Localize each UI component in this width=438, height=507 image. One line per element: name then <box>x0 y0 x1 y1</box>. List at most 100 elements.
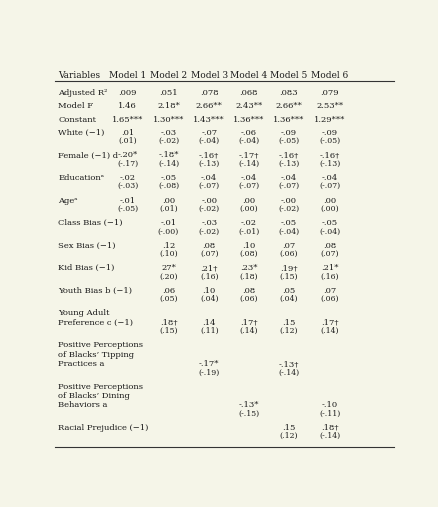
Text: (.14): (.14) <box>321 327 339 335</box>
Text: -.02: -.02 <box>120 174 136 182</box>
Text: -.16†: -.16† <box>320 152 340 159</box>
Text: (-.02): (-.02) <box>199 227 220 235</box>
Text: (-.07): (-.07) <box>238 182 259 190</box>
Text: -.13*: -.13* <box>239 402 259 410</box>
Text: White (−1): White (−1) <box>58 129 105 137</box>
Text: (.18): (.18) <box>240 272 258 280</box>
Text: Young Adult: Young Adult <box>58 309 110 317</box>
Text: Sex Bias (−1): Sex Bias (−1) <box>58 242 116 249</box>
Text: 1.36***: 1.36*** <box>233 116 265 124</box>
Text: (.11): (.11) <box>200 327 219 335</box>
Text: Racial Prejudice (−1): Racial Prejudice (−1) <box>58 424 148 432</box>
Text: Constant: Constant <box>58 116 96 124</box>
Text: -.16†: -.16† <box>279 152 299 159</box>
Text: .17†: .17† <box>321 319 339 327</box>
Text: .19†: .19† <box>280 264 298 272</box>
Text: (-.08): (-.08) <box>158 182 179 190</box>
Text: -.09: -.09 <box>281 129 297 137</box>
Text: Positive Perceptions: Positive Perceptions <box>58 341 143 349</box>
Text: .08: .08 <box>323 242 336 249</box>
Text: (.06): (.06) <box>280 250 298 258</box>
Text: Model F: Model F <box>58 102 93 111</box>
Text: .01: .01 <box>121 129 134 137</box>
Text: (-.05): (-.05) <box>117 205 138 213</box>
Text: Educationᵃ: Educationᵃ <box>58 174 104 182</box>
Text: Model 6: Model 6 <box>311 70 348 80</box>
Text: Youth Bias b (−1): Youth Bias b (−1) <box>58 287 132 295</box>
Text: .07: .07 <box>283 242 296 249</box>
Text: (.15): (.15) <box>280 272 298 280</box>
Text: .12: .12 <box>162 242 175 249</box>
Text: (-.04): (-.04) <box>319 227 340 235</box>
Text: .05: .05 <box>283 287 296 295</box>
Text: -.06: -.06 <box>241 129 257 137</box>
Text: (-.03): (-.03) <box>117 182 138 190</box>
Text: 2.43**: 2.43** <box>235 102 262 111</box>
Text: Practices a: Practices a <box>58 360 105 368</box>
Text: 2.53**: 2.53** <box>316 102 343 111</box>
Text: (.08): (.08) <box>240 250 258 258</box>
Text: -.03: -.03 <box>160 129 177 137</box>
Text: (-.01): (-.01) <box>238 227 260 235</box>
Text: (-.04): (-.04) <box>279 227 300 235</box>
Text: Model 1: Model 1 <box>109 70 146 80</box>
Text: Female (−1) d: Female (−1) d <box>58 152 118 159</box>
Text: (.10): (.10) <box>159 250 178 258</box>
Text: Class Bias (−1): Class Bias (−1) <box>58 219 123 227</box>
Text: 2.18*: 2.18* <box>157 102 180 111</box>
Text: .051: .051 <box>159 89 178 97</box>
Text: (-.13): (-.13) <box>198 160 220 168</box>
Text: .14: .14 <box>202 319 216 327</box>
Text: (.04): (.04) <box>280 295 298 303</box>
Text: 2.66**: 2.66** <box>196 102 223 111</box>
Text: .10: .10 <box>202 287 216 295</box>
Text: -.07: -.07 <box>201 129 217 137</box>
Text: -.20*: -.20* <box>118 152 138 159</box>
Text: (-.14): (-.14) <box>319 432 340 440</box>
Text: Variables: Variables <box>58 70 100 80</box>
Text: .18†: .18† <box>160 319 177 327</box>
Text: .17†: .17† <box>240 319 258 327</box>
Text: 27*: 27* <box>161 264 176 272</box>
Text: -.09: -.09 <box>321 129 338 137</box>
Text: .068: .068 <box>240 89 258 97</box>
Text: -.04: -.04 <box>241 174 257 182</box>
Text: Ageᵃ: Ageᵃ <box>58 197 78 204</box>
Text: 2.66**: 2.66** <box>276 102 302 111</box>
Text: (-.17): (-.17) <box>117 160 138 168</box>
Text: .06: .06 <box>162 287 175 295</box>
Text: .078: .078 <box>200 89 219 97</box>
Text: .15: .15 <box>282 424 296 432</box>
Text: Adjusted R²: Adjusted R² <box>58 89 107 97</box>
Text: -.17†: -.17† <box>239 152 259 159</box>
Text: (-.19): (-.19) <box>198 369 220 376</box>
Text: -.04: -.04 <box>201 174 217 182</box>
Text: (-.13): (-.13) <box>319 160 340 168</box>
Text: (.07): (.07) <box>200 250 219 258</box>
Text: (.14): (.14) <box>240 327 258 335</box>
Text: (.20): (.20) <box>159 272 178 280</box>
Text: .21*: .21* <box>321 264 339 272</box>
Text: .083: .083 <box>279 89 298 97</box>
Text: (-.07): (-.07) <box>199 182 220 190</box>
Text: -.16†: -.16† <box>199 152 219 159</box>
Text: -.04: -.04 <box>281 174 297 182</box>
Text: (-.13): (-.13) <box>278 160 300 168</box>
Text: (-.00): (-.00) <box>158 227 179 235</box>
Text: (-.07): (-.07) <box>279 182 300 190</box>
Text: (-.05): (-.05) <box>319 137 340 145</box>
Text: .00: .00 <box>323 197 336 204</box>
Text: .009: .009 <box>119 89 137 97</box>
Text: Model 3: Model 3 <box>191 70 228 80</box>
Text: .15: .15 <box>282 319 296 327</box>
Text: -.17*: -.17* <box>199 360 219 368</box>
Text: 1.36***: 1.36*** <box>273 116 305 124</box>
Text: -.00: -.00 <box>281 197 297 204</box>
Text: Behaviors a: Behaviors a <box>58 402 107 410</box>
Text: (-.11): (-.11) <box>319 410 340 418</box>
Text: (.16): (.16) <box>200 272 219 280</box>
Text: (-.04): (-.04) <box>199 137 220 145</box>
Text: -.05: -.05 <box>160 174 177 182</box>
Text: .00: .00 <box>162 197 175 204</box>
Text: .23*: .23* <box>240 264 258 272</box>
